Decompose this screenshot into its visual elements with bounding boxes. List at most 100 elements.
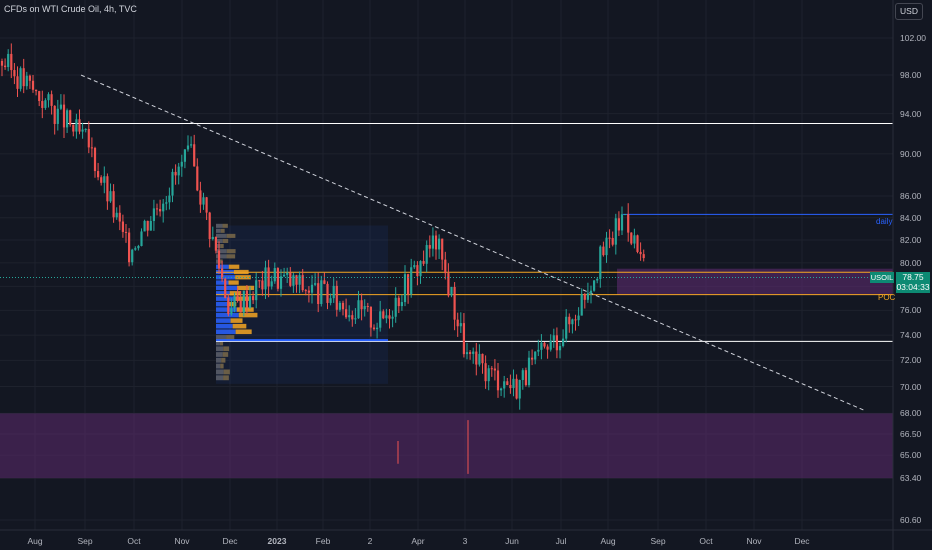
price-tick-label: 98.00 — [900, 70, 922, 81]
candle-body — [583, 294, 586, 300]
volume-profile-bar-up — [216, 335, 227, 340]
candle-body — [329, 298, 332, 303]
candle-body — [369, 306, 372, 328]
volume-profile-bar-up — [216, 318, 231, 323]
time-tick-label: Jul — [555, 536, 567, 546]
price-tick-label: 86.00 — [900, 190, 922, 201]
volume-profile-bar-up — [216, 280, 229, 285]
candle-body — [273, 268, 276, 282]
price-tick-label: 63.40 — [900, 473, 922, 484]
candle-body — [366, 306, 369, 308]
candle-body — [633, 235, 636, 244]
volume-profile-bar-up — [216, 352, 223, 357]
price-tick-label: 74.00 — [900, 330, 922, 341]
candle-body — [134, 248, 137, 250]
candle-body — [242, 290, 245, 313]
volume-profile-bar-down — [222, 352, 229, 357]
volume-profile-bar-up — [216, 307, 237, 312]
volume-profile-bar-down — [236, 285, 255, 291]
volume-profile-bar-down — [236, 307, 254, 312]
candle-body — [360, 300, 363, 310]
candle-body — [25, 75, 28, 87]
volume-profile-bar-up — [216, 254, 227, 259]
candle-body — [217, 250, 221, 269]
candle-body — [441, 238, 444, 260]
volume-profile-bar-down — [219, 340, 224, 346]
candle-body — [459, 323, 462, 327]
candle-body — [521, 370, 524, 381]
volume-profile-bar-up — [216, 228, 221, 233]
time-tick-label: Aug — [600, 536, 616, 546]
candle-body — [72, 124, 75, 132]
candle-body — [264, 267, 267, 290]
candle-body — [4, 65, 7, 68]
candle-body — [537, 349, 540, 352]
candle-body — [19, 68, 22, 89]
candle-body — [307, 290, 310, 293]
candle-body — [298, 275, 301, 285]
volume-profile-bar-up — [216, 296, 235, 301]
candle-body — [199, 190, 202, 205]
candle-body — [422, 261, 425, 264]
candle-body — [527, 357, 531, 386]
candle-body — [22, 68, 25, 87]
volume-profile-bar-down — [235, 329, 252, 335]
candle-body — [205, 197, 208, 213]
candle-body — [608, 237, 611, 239]
candle-body — [177, 166, 180, 176]
candle-body — [555, 335, 558, 351]
volume-profile-bar-down — [238, 312, 258, 318]
candle-body — [162, 203, 165, 212]
candle-body — [410, 267, 413, 295]
volume-profile-bar-down — [223, 369, 230, 375]
candle-body — [562, 338, 565, 346]
candle-body — [236, 295, 239, 301]
candle-body — [503, 381, 506, 389]
candle-body — [53, 105, 56, 124]
currency-button[interactable]: USD — [895, 3, 923, 20]
candle-body — [577, 315, 580, 321]
candle-body — [348, 315, 351, 318]
volume-profile-bar-up — [216, 312, 239, 318]
candle-body — [620, 214, 624, 231]
candle-body — [221, 268, 224, 279]
trendline — [80, 74, 866, 412]
price-tick-label: 82.00 — [900, 235, 922, 246]
candle-body — [295, 275, 298, 285]
candle-body — [47, 94, 50, 101]
candle-body — [35, 89, 38, 92]
last-price-tag: 78.75 03:04:33 — [896, 272, 930, 293]
candle-body — [28, 75, 31, 81]
candle-body — [115, 212, 118, 218]
candle-body — [428, 245, 431, 249]
current-range-zone — [617, 268, 893, 295]
candle-body — [363, 306, 366, 310]
candle-body — [159, 209, 162, 212]
candle-body — [515, 378, 518, 399]
volume-profile-bar-up — [216, 259, 220, 264]
volume-profile-bar-down — [230, 318, 243, 323]
time-tick-label: 2 — [367, 536, 373, 546]
volume-profile-bar-up — [216, 285, 237, 291]
candle-body — [490, 368, 493, 370]
candle-body — [78, 119, 81, 132]
volume-profile-bar-down — [220, 363, 224, 369]
candle-body — [605, 237, 608, 256]
candle-body — [140, 231, 143, 246]
candle-body — [193, 144, 196, 167]
price-tick-label: 76.00 — [900, 305, 922, 316]
volume-profile-bar-up — [216, 223, 223, 228]
candle-body — [224, 278, 227, 298]
candle-body — [611, 238, 614, 245]
price-tick-label: 94.00 — [900, 108, 922, 119]
candle-body — [376, 327, 379, 330]
candle-body — [379, 311, 382, 328]
candle-body — [118, 212, 121, 222]
time-tick-label: Nov — [174, 536, 190, 546]
candle-body — [475, 351, 478, 365]
candle-body — [100, 177, 103, 183]
candle-body — [320, 280, 323, 305]
price-tick-label: 80.00 — [900, 257, 922, 268]
